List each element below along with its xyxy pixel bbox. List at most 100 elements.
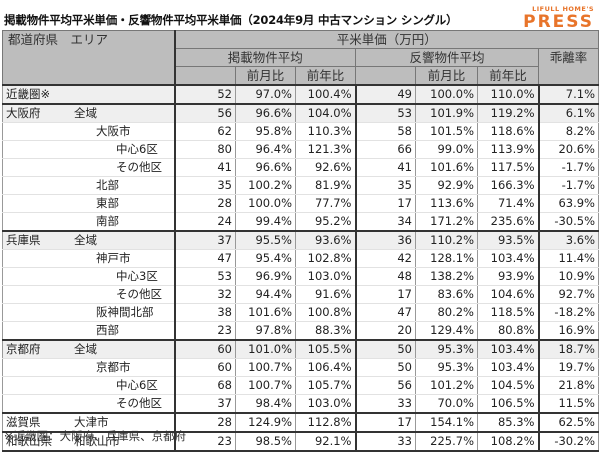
inquiry-price-cell: 33: [354, 394, 416, 414]
listing-yoy-cell: 92.6%: [295, 158, 356, 177]
listing-mom-cell: 97.0%: [235, 84, 296, 105]
inquiry-mom-cell: 129.4%: [415, 321, 478, 341]
header-listing-mom: 前月比: [235, 66, 296, 86]
area-label: 大津市: [74, 415, 109, 429]
area-label: 中心6区: [116, 142, 158, 156]
table-row: 中心6区 80 96.4% 121.3% 66 99.0% 113.9% 20.6%: [2, 140, 599, 159]
listing-yoy-cell: 103.0%: [295, 267, 356, 286]
listing-yoy-cell: 81.9%: [295, 176, 356, 195]
area-label: 京都市: [96, 360, 131, 374]
inquiry-yoy-cell: 106.5%: [477, 394, 539, 414]
header-blank: [174, 66, 236, 86]
inquiry-price-cell: 50: [354, 339, 416, 359]
logo-bottom-text: PRESS: [523, 11, 594, 32]
inquiry-mom-cell: 80.2%: [415, 303, 478, 322]
inquiry-price-cell: 33: [354, 431, 416, 452]
listing-price-cell: 62: [173, 122, 236, 141]
inquiry-mom-cell: 225.7%: [415, 431, 478, 452]
listing-price-cell: 53: [173, 267, 236, 286]
inquiry-yoy-cell: 166.3%: [477, 176, 539, 195]
inquiry-price-cell: 48: [354, 267, 416, 286]
area-cell: 中心6区: [2, 376, 176, 395]
table-row: 東部 28 100.0% 77.7% 17 113.6% 71.4% 63.9%: [2, 194, 599, 213]
area-label: 神戸市: [96, 251, 131, 265]
prefecture-label: 兵庫県: [6, 233, 41, 247]
area-label: 全域: [74, 342, 97, 356]
gap-rate-cell: -18.2%: [537, 303, 599, 322]
listing-yoy-cell: 103.0%: [295, 394, 356, 414]
listing-price-cell: 37: [173, 394, 236, 414]
table-row: 滋賀県 大津市 28 124.9% 112.8% 17 154.1% 85.3% 62.5%: [2, 412, 599, 433]
logo-top-text: LIFULL HOME'S: [532, 5, 594, 13]
prefecture-label: 京都府: [6, 342, 41, 356]
gap-rate-cell: -30.5%: [537, 212, 599, 232]
listing-price-cell: 52: [173, 84, 236, 105]
inquiry-price-cell: 49: [354, 84, 416, 105]
inquiry-yoy-cell: 118.6%: [477, 122, 539, 141]
inquiry-mom-cell: 101.5%: [415, 122, 478, 141]
listing-price-cell: 35: [173, 176, 236, 195]
inquiry-mom-cell: 113.6%: [415, 194, 478, 213]
listing-yoy-cell: 91.6%: [295, 285, 356, 304]
inquiry-price-cell: 20: [354, 321, 416, 341]
inquiry-mom-cell: 101.6%: [415, 158, 478, 177]
inquiry-yoy-cell: 93.9%: [477, 267, 539, 286]
header-inquiry-avg: 反響物件平均: [355, 48, 539, 67]
listing-yoy-cell: 100.8%: [295, 303, 356, 322]
listing-mom-cell: 99.4%: [235, 212, 296, 232]
listing-yoy-cell: 100.4%: [295, 84, 356, 105]
inquiry-yoy-cell: 103.4%: [477, 339, 539, 359]
listing-mom-cell: 96.6%: [235, 158, 296, 177]
inquiry-mom-cell: 92.9%: [415, 176, 478, 195]
listing-price-cell: 60: [173, 358, 236, 377]
header-inquiry-mom: 前月比: [415, 66, 478, 86]
inquiry-price-cell: 34: [354, 212, 416, 232]
area-label: 阪神間北部: [96, 305, 154, 319]
inquiry-mom-cell: 99.0%: [415, 140, 478, 159]
inquiry-mom-cell: 95.3%: [415, 358, 478, 377]
inquiry-mom-cell: 128.1%: [415, 249, 478, 268]
inquiry-yoy-cell: 235.6%: [477, 212, 539, 232]
listing-mom-cell: 97.8%: [235, 321, 296, 341]
table-body: 近畿圏※ 52 97.0% 100.4% 49 100.0% 110.0% 7.1% 大阪府 全域…: [2, 84, 599, 452]
listing-mom-cell: 100.7%: [235, 376, 296, 395]
area-cell: その他区: [2, 285, 176, 304]
area-cell: 南部: [2, 212, 176, 232]
area-cell: その他区: [2, 394, 176, 414]
listing-price-cell: 56: [173, 103, 236, 123]
gap-rate-cell: 10.9%: [537, 267, 599, 286]
gap-rate-cell: 8.2%: [537, 122, 599, 141]
listing-price-cell: 60: [173, 339, 236, 359]
listing-yoy-cell: 95.2%: [295, 212, 356, 232]
inquiry-yoy-cell: 93.5%: [477, 230, 539, 250]
listing-mom-cell: 100.2%: [235, 176, 296, 195]
table-row: 西部 23 97.8% 88.3% 20 129.4% 80.8% 16.9%: [2, 321, 599, 341]
area-cell: 大阪市: [2, 122, 176, 141]
listing-mom-cell: 124.9%: [235, 412, 296, 433]
listing-price-cell: 24: [173, 212, 236, 232]
listing-mom-cell: 96.6%: [235, 103, 296, 123]
listing-yoy-cell: 102.8%: [295, 249, 356, 268]
table-row: その他区 32 94.4% 91.6% 17 83.6% 104.6% 92.7%: [2, 285, 599, 304]
listing-yoy-cell: 77.7%: [295, 194, 356, 213]
inquiry-yoy-cell: 104.6%: [477, 285, 539, 304]
listing-price-cell: 80: [173, 140, 236, 159]
table-row: 中心3区 53 96.9% 103.0% 48 138.2% 93.9% 10.9%: [2, 267, 599, 286]
inquiry-price-cell: 56: [354, 376, 416, 395]
area-label: 全域: [74, 106, 97, 120]
inquiry-price-cell: 41: [354, 158, 416, 177]
table-row: 大阪府 全域 56 96.6% 104.0% 53 101.9% 119.2% 6.1%: [2, 103, 599, 123]
inquiry-yoy-cell: 80.8%: [477, 321, 539, 341]
listing-mom-cell: 98.5%: [235, 431, 296, 452]
table-row: 神戸市 47 95.4% 102.8% 42 128.1% 103.4% 11.4%: [2, 249, 599, 268]
table-row: その他区 37 98.4% 103.0% 33 70.0% 106.5% 11.5%: [2, 394, 599, 414]
gap-rate-cell: 11.4%: [537, 249, 599, 268]
area-label: 東部: [96, 196, 119, 210]
area-cell: 東部: [2, 194, 176, 213]
area-label: 全域: [74, 233, 97, 247]
gap-rate-cell: -1.7%: [537, 158, 599, 177]
gap-rate-cell: 6.1%: [537, 103, 599, 123]
inquiry-mom-cell: 138.2%: [415, 267, 478, 286]
inquiry-yoy-cell: 117.5%: [477, 158, 539, 177]
area-label: その他区: [116, 396, 162, 410]
